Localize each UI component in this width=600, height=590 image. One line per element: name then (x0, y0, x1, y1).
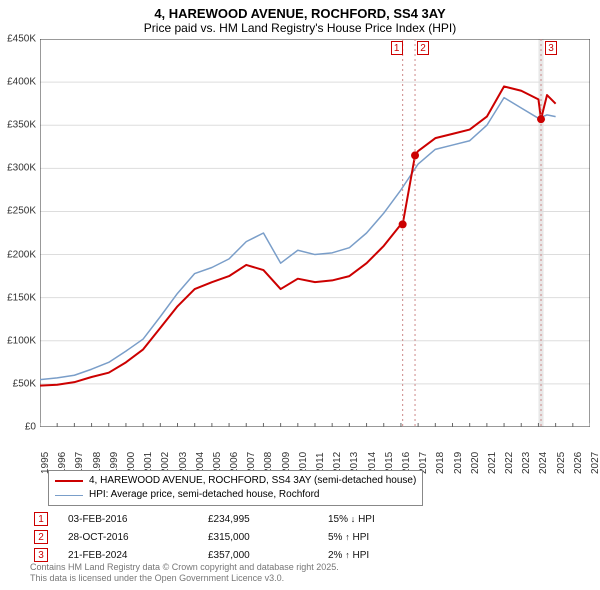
annotation-diff: 2% ↑ HPI (328, 550, 428, 561)
y-tick-label: £200K (7, 249, 36, 260)
annotation-date: 28-OCT-2016 (68, 532, 208, 543)
annotation-date: 21-FEB-2024 (68, 550, 208, 561)
y-tick-label: £250K (7, 206, 36, 217)
legend-item: 4, HAREWOOD AVENUE, ROCHFORD, SS4 3AY (s… (55, 474, 416, 488)
sale-marker-1: 1 (391, 41, 403, 55)
legend-swatch (55, 480, 83, 482)
y-tick-label: £300K (7, 163, 36, 174)
y-tick-label: £50K (13, 378, 36, 389)
y-tick-label: £350K (7, 120, 36, 131)
x-tick-label: 2025 (556, 452, 567, 474)
annotation-row: 2 28-OCT-2016£315,0005% ↑ HPI (34, 530, 564, 544)
legend: 4, HAREWOOD AVENUE, ROCHFORD, SS4 3AY (s… (48, 470, 423, 506)
annotation-table: 1 03-FEB-2016£234,99515% ↓ HPI 2 28-OCT-201… (34, 508, 564, 562)
x-tick-label: 2022 (504, 452, 515, 474)
x-tick-label: 2026 (573, 452, 584, 474)
legend-label: HPI: Average price, semi-detached house,… (89, 488, 320, 502)
annotation-diff: 15% ↓ HPI (328, 514, 428, 525)
y-tick-label: £100K (7, 335, 36, 346)
legend-label: 4, HAREWOOD AVENUE, ROCHFORD, SS4 3AY (s… (89, 474, 416, 488)
annotation-row: 3 21-FEB-2024£357,0002% ↑ HPI (34, 548, 564, 562)
x-tick-label: 2023 (521, 452, 532, 474)
annotation-number: 1 (34, 512, 48, 526)
annotation-row: 1 03-FEB-2016£234,99515% ↓ HPI (34, 512, 564, 526)
annotation-number: 2 (34, 530, 48, 544)
chart-subtitle: Price paid vs. HM Land Registry's House … (0, 21, 600, 39)
line-chart (40, 39, 590, 427)
annotation-diff: 5% ↑ HPI (328, 532, 428, 543)
x-tick-label: 2024 (538, 452, 549, 474)
annotation-price: £357,000 (208, 550, 328, 561)
sale-marker-2: 2 (417, 41, 429, 55)
x-tick-label: 2020 (470, 452, 481, 474)
x-tick-label: 2019 (453, 452, 464, 474)
chart-area: £0£50K£100K£150K£200K£250K£300K£350K£400… (40, 39, 600, 427)
footer-line-2: This data is licensed under the Open Gov… (30, 573, 570, 584)
x-tick-label: 2018 (435, 452, 446, 474)
chart-title: 4, HAREWOOD AVENUE, ROCHFORD, SS4 3AY (0, 0, 600, 21)
annotation-date: 03-FEB-2016 (68, 514, 208, 525)
sale-marker-3: 3 (545, 41, 557, 55)
footer-line-1: Contains HM Land Registry data © Crown c… (30, 562, 570, 573)
y-tick-label: £150K (7, 292, 36, 303)
annotation-price: £234,995 (208, 514, 328, 525)
y-tick-label: £0 (25, 422, 36, 433)
annotation-number: 3 (34, 548, 48, 562)
y-tick-label: £400K (7, 77, 36, 88)
legend-swatch (55, 495, 83, 496)
x-tick-label: 2027 (590, 452, 600, 474)
footer-attribution: Contains HM Land Registry data © Crown c… (30, 562, 570, 584)
x-tick-label: 2021 (487, 452, 498, 474)
legend-item: HPI: Average price, semi-detached house,… (55, 488, 416, 502)
annotation-price: £315,000 (208, 532, 328, 543)
y-tick-label: £450K (7, 34, 36, 45)
y-axis: £0£50K£100K£150K£200K£250K£300K£350K£400… (0, 39, 40, 427)
x-axis: 1995199619971998199920002001200220032004… (40, 432, 590, 468)
